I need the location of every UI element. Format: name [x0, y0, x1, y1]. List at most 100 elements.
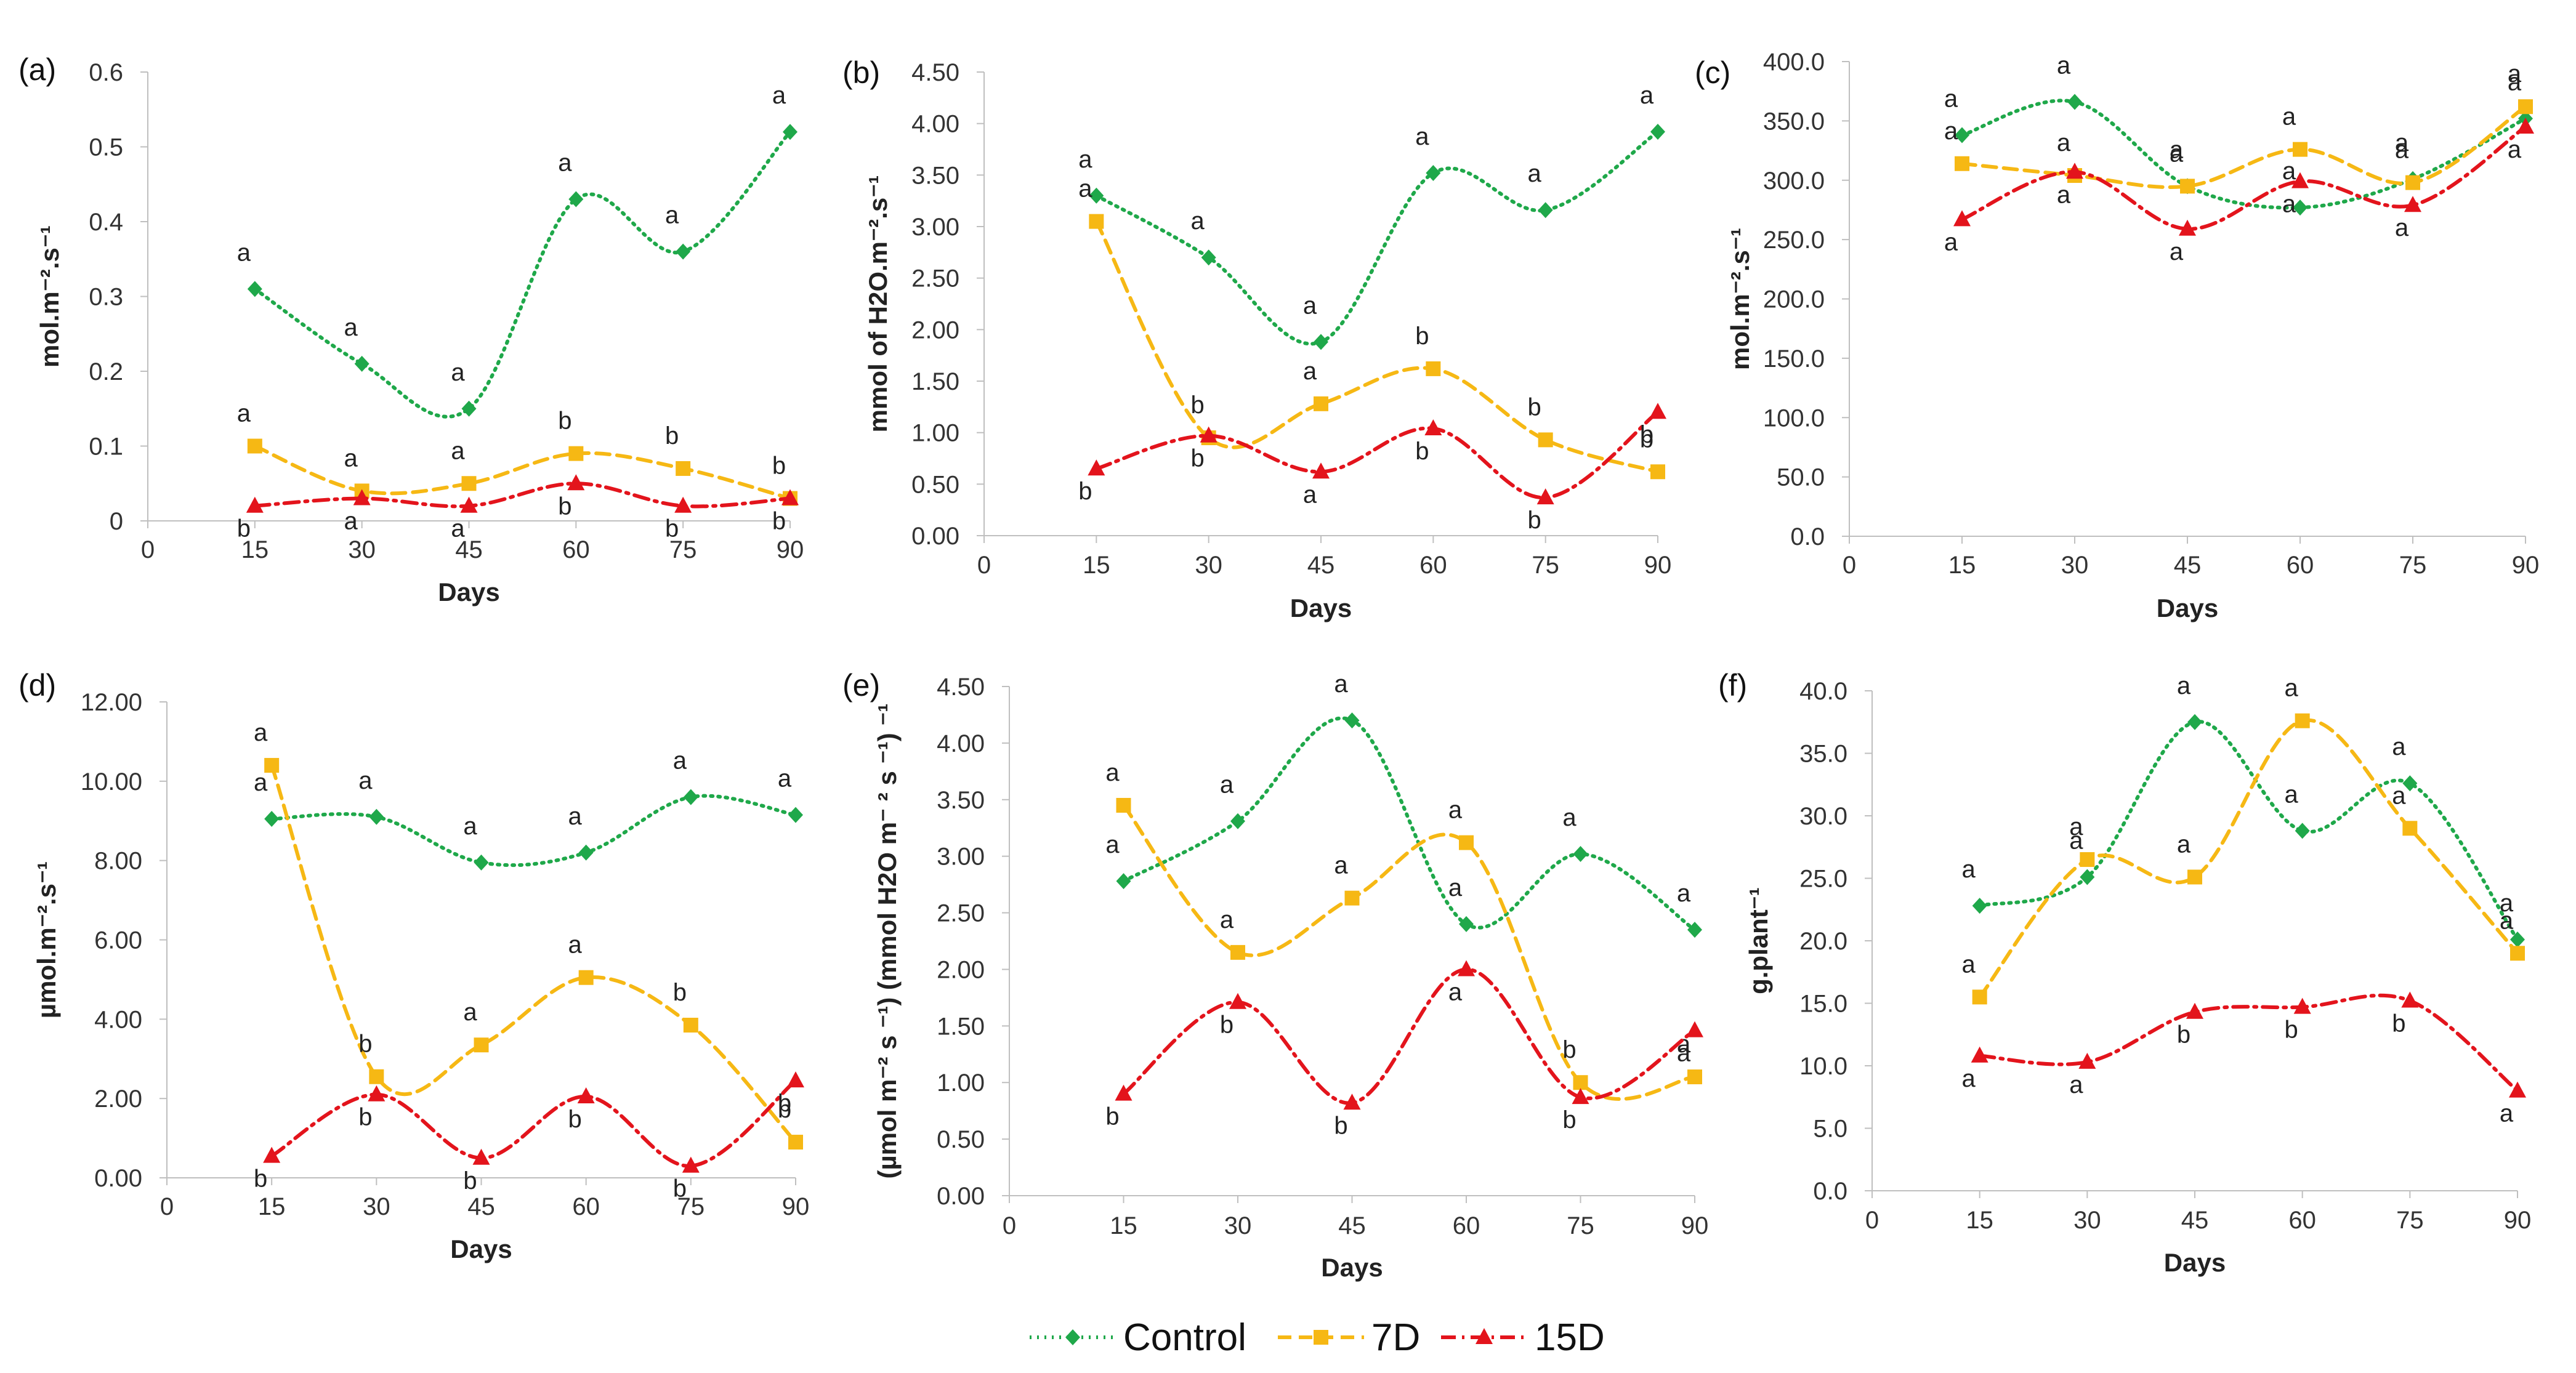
data-point-15d: [1649, 403, 1666, 419]
y-tick-label: 0.0: [1790, 523, 1825, 550]
data-point-control: [676, 243, 691, 260]
y-tick-label: 20.0: [1799, 928, 1847, 955]
legend-label: Control: [1123, 1316, 1246, 1359]
y-tick-label: 4.00: [937, 730, 985, 757]
legend-label: 7D: [1371, 1316, 1420, 1359]
significance-label: a: [1562, 804, 1577, 831]
y-tick-label: 0.6: [89, 59, 123, 86]
data-point-7d: [2180, 179, 2195, 194]
significance-label: a: [2282, 191, 2296, 218]
significance-label: b: [568, 1106, 582, 1133]
significance-label: a: [2170, 136, 2184, 163]
x-tick-label: 0: [1865, 1207, 1879, 1234]
data-point-15d: [1424, 419, 1442, 435]
chart-panel-3: (c) 0.0 50.0 100.0 150.0 200.0 250.0 300.0 350.0…: [1695, 49, 2539, 622]
significance-label: a: [2170, 238, 2184, 265]
x-tick-label: 60: [2287, 552, 2314, 579]
significance-label: b: [237, 515, 251, 542]
y-tick-label: 1.00: [937, 1069, 985, 1097]
significance-label: a: [1105, 759, 1120, 786]
data-point-control: [1116, 873, 1131, 890]
data-point-15d: [567, 474, 585, 491]
x-tick-label: 90: [2512, 552, 2540, 579]
y-tick-label: 4.00: [911, 111, 959, 138]
series-line-7d: [1960, 105, 2527, 190]
x-tick-label: 75: [677, 1193, 705, 1220]
significance-label: b: [358, 1031, 372, 1058]
data-point-control: [1955, 127, 1969, 143]
significance-label: a: [2285, 781, 2299, 808]
x-tick-label: 90: [1681, 1212, 1709, 1239]
data-point-control: [2295, 823, 2310, 839]
series-line-15d: [252, 481, 792, 509]
significance-label: a: [1220, 906, 1234, 933]
significance-label: b: [358, 1104, 372, 1131]
significance-label: a: [1962, 1065, 1976, 1092]
significance-label: b: [665, 422, 679, 449]
y-tick-label: 4.00: [94, 1006, 142, 1033]
data-point-15d: [1229, 993, 1246, 1009]
data-point-control: [2067, 94, 2082, 110]
panel-label: (c): [1695, 55, 1730, 90]
x-tick-label: 30: [2061, 552, 2089, 579]
legend-item-15d: 15D: [1441, 1316, 1605, 1359]
significance-label: b: [1334, 1112, 1347, 1139]
significance-label: a: [778, 765, 792, 792]
data-point-7d: [1426, 361, 1441, 376]
x-tick-label: 45: [1338, 1212, 1366, 1239]
significance-label: a: [1448, 797, 1463, 824]
y-axis-title: mol.m⁻².s⁻¹: [1726, 228, 1754, 370]
y-tick-label: 0.00: [937, 1183, 985, 1210]
x-tick-label: 75: [1532, 552, 1559, 579]
data-point-7d: [264, 758, 280, 773]
data-point-7d: [1573, 1075, 1588, 1090]
series-line-15d: [270, 1079, 797, 1168]
y-tick-label: 1.50: [937, 1013, 985, 1040]
significance-label: b: [1191, 392, 1205, 419]
data-point-control: [568, 191, 584, 207]
panel-label: (d): [18, 668, 56, 703]
data-point-control: [264, 811, 280, 827]
data-point-15d: [1572, 1088, 1589, 1105]
significance-label: b: [2177, 1021, 2190, 1049]
legend-marker: [1314, 1330, 1328, 1345]
significance-label: a: [1944, 86, 1958, 113]
significance-label: a: [451, 515, 465, 542]
significance-label: a: [1677, 880, 1691, 907]
data-point-7d: [578, 970, 594, 985]
significance-label: b: [665, 515, 679, 542]
significance-label: a: [2508, 60, 2522, 87]
significance-label: a: [254, 769, 268, 796]
y-tick-label: 4.50: [937, 674, 985, 701]
significance-label: a: [2282, 158, 2296, 185]
data-point-15d: [577, 1087, 595, 1103]
data-point-control: [1538, 202, 1553, 219]
y-tick-label: 3.50: [937, 787, 985, 814]
significance-label: a: [1448, 978, 1463, 1005]
data-point-control: [2187, 714, 2202, 730]
y-tick-label: 30.0: [1799, 803, 1847, 830]
significance-label: a: [2282, 103, 2296, 131]
y-tick-label: 400.0: [1763, 49, 1825, 76]
chart-panel-2: (b) 0.00 0.50 1.00 1.50 2.00 2.50 3.00 3.50 4.00 4…: [842, 55, 1671, 622]
chart-panel-6: (f) 0.0 5.0 10.0 15.0 20.0 25.0 30.0 35.0 40.0 0 15…: [1718, 668, 2531, 1277]
x-tick-label: 60: [1453, 1212, 1480, 1239]
legend: Control 7D 15D: [1030, 1316, 1605, 1359]
significance-label: a: [2500, 890, 2514, 917]
significance-label: a: [344, 445, 358, 472]
y-tick-label: 5.0: [1813, 1116, 1847, 1143]
y-tick-label: 35.0: [1799, 741, 1847, 768]
y-tick-label: 200.0: [1763, 286, 1825, 313]
significance-label: a: [2069, 827, 2083, 854]
data-point-control: [1459, 916, 1474, 932]
panel-label: (a): [18, 52, 56, 87]
significance-label: a: [772, 82, 786, 109]
significance-label: b: [1078, 478, 1092, 505]
significance-label: a: [2177, 672, 2191, 699]
x-tick-label: 45: [2174, 552, 2202, 579]
y-tick-label: 0.3: [89, 284, 123, 311]
data-point-control: [2402, 775, 2418, 792]
data-point-15d: [674, 496, 692, 513]
data-point-7d: [1116, 797, 1131, 813]
significance-label: a: [1944, 228, 1958, 256]
